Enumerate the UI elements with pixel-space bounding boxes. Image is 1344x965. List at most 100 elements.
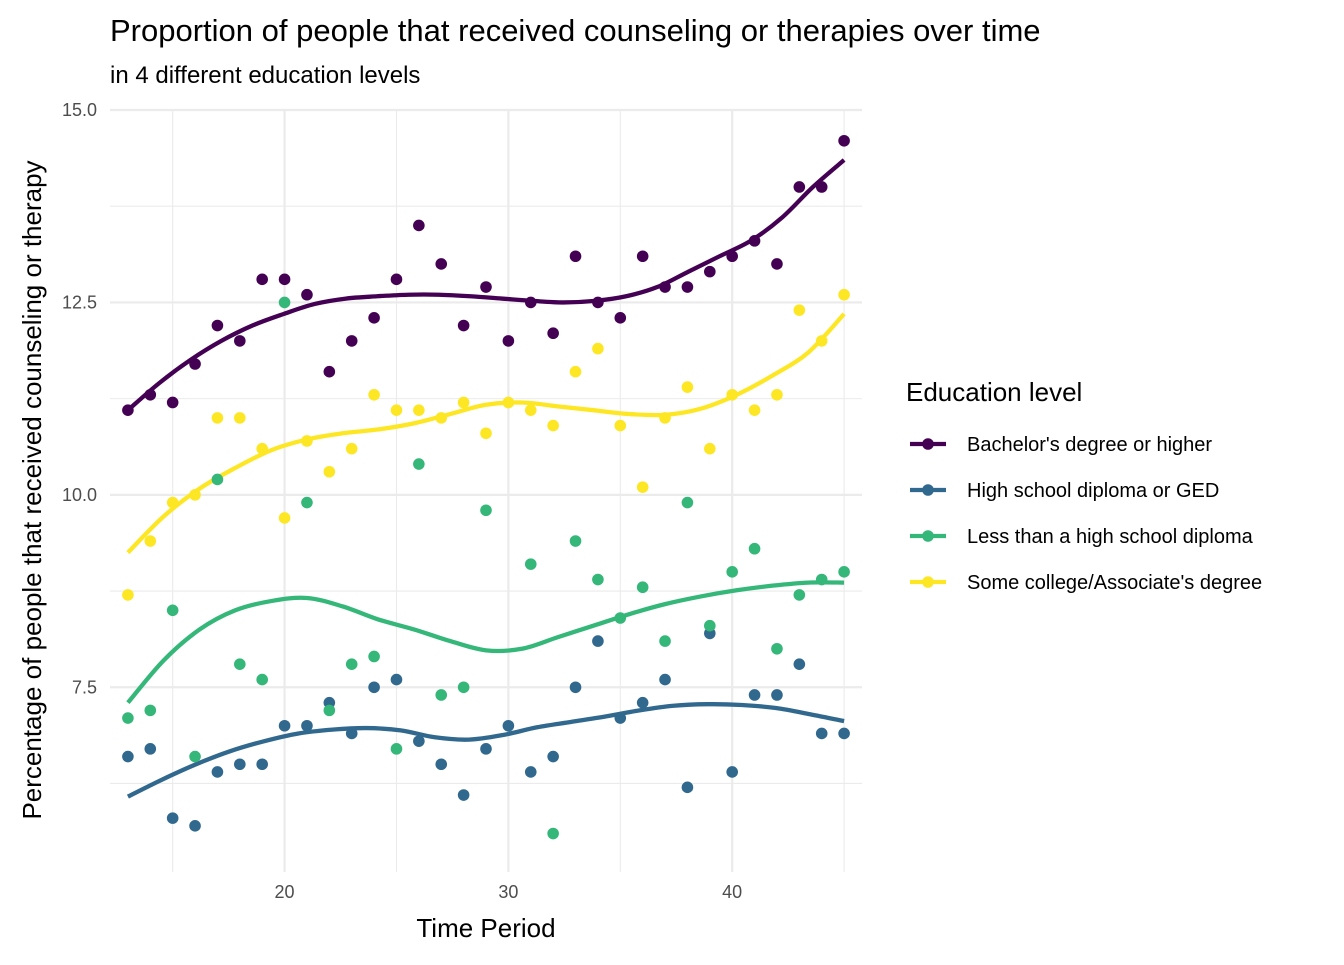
data-point-series-2 bbox=[345, 658, 358, 670]
data-point-series-1 bbox=[614, 712, 627, 724]
data-point-series-2 bbox=[524, 558, 537, 570]
data-point-series-0 bbox=[748, 235, 761, 247]
data-point-series-3 bbox=[592, 342, 604, 355]
data-point-series-1 bbox=[480, 743, 492, 755]
data-point-series-0 bbox=[793, 181, 806, 193]
data-point-series-3 bbox=[368, 388, 380, 401]
data-point-series-2 bbox=[234, 658, 246, 670]
data-point-series-2 bbox=[636, 581, 649, 594]
data-point-series-1 bbox=[166, 812, 179, 824]
data-point-series-3 bbox=[166, 496, 179, 509]
data-point-series-0 bbox=[211, 319, 224, 332]
data-point-series-1 bbox=[301, 719, 313, 732]
legend-label: Less than a high school diploma bbox=[967, 526, 1254, 548]
data-point-series-1 bbox=[547, 750, 559, 763]
legend-key-point bbox=[922, 530, 934, 542]
data-point-series-0 bbox=[256, 273, 268, 286]
data-point-series-0 bbox=[323, 365, 336, 378]
data-point-series-0 bbox=[301, 288, 313, 301]
chart-title: Proportion of people that received couns… bbox=[110, 13, 1041, 48]
x-tick-label: 30 bbox=[498, 882, 518, 902]
data-point-series-3 bbox=[390, 404, 403, 416]
data-point-series-0 bbox=[502, 335, 515, 347]
data-point-series-3 bbox=[748, 404, 761, 416]
data-point-series-1 bbox=[838, 727, 850, 740]
data-point-series-1 bbox=[435, 758, 448, 771]
data-point-series-3 bbox=[256, 442, 268, 455]
data-point-series-2 bbox=[815, 573, 828, 586]
data-point-series-1 bbox=[234, 758, 246, 771]
data-point-series-0 bbox=[838, 134, 850, 147]
data-point-series-1 bbox=[636, 696, 649, 709]
data-point-series-2 bbox=[748, 542, 761, 555]
data-point-series-2 bbox=[211, 473, 224, 486]
data-point-series-1 bbox=[659, 673, 671, 686]
data-point-series-3 bbox=[323, 465, 336, 478]
data-point-series-0 bbox=[166, 396, 179, 409]
data-point-series-3 bbox=[457, 396, 470, 409]
data-point-series-1 bbox=[815, 727, 828, 740]
data-point-series-1 bbox=[278, 719, 291, 732]
trend-line-series-2 bbox=[126, 580, 845, 705]
data-point-series-0 bbox=[726, 250, 738, 263]
data-point-series-3 bbox=[614, 419, 627, 432]
data-point-series-0 bbox=[345, 335, 358, 347]
data-point-series-2 bbox=[390, 743, 403, 755]
data-point-series-3 bbox=[838, 288, 850, 301]
data-point-series-3 bbox=[144, 535, 157, 547]
data-point-series-3 bbox=[726, 388, 738, 401]
data-point-series-2 bbox=[323, 704, 336, 717]
data-point-series-2 bbox=[166, 604, 179, 617]
data-point-series-0 bbox=[122, 404, 134, 416]
data-point-series-2 bbox=[547, 827, 559, 840]
trend-line-series-0 bbox=[126, 158, 846, 412]
data-point-series-2 bbox=[569, 535, 582, 547]
data-point-series-0 bbox=[480, 281, 492, 293]
data-point-series-2 bbox=[256, 673, 268, 686]
data-point-series-3 bbox=[793, 304, 806, 316]
data-point-series-2 bbox=[144, 704, 157, 717]
data-point-series-2 bbox=[726, 566, 738, 578]
data-point-series-0 bbox=[524, 296, 537, 309]
legend-key-point bbox=[922, 438, 934, 450]
data-point-series-0 bbox=[368, 312, 380, 324]
x-tick-label: 40 bbox=[722, 882, 742, 902]
data-point-series-2 bbox=[189, 750, 201, 763]
trend-line-series-3 bbox=[126, 312, 846, 555]
legend: Education level Bachelor's degree or hig… bbox=[906, 377, 1262, 594]
data-point-series-3 bbox=[211, 412, 224, 424]
data-point-series-2 bbox=[614, 612, 627, 624]
data-point-series-0 bbox=[547, 327, 559, 340]
legend-key-point bbox=[922, 484, 934, 496]
data-point-series-0 bbox=[413, 219, 425, 232]
data-point-series-1 bbox=[726, 766, 738, 778]
data-point-series-0 bbox=[390, 273, 403, 286]
data-point-series-0 bbox=[457, 319, 470, 332]
data-point-series-3 bbox=[278, 512, 291, 524]
data-point-series-2 bbox=[301, 496, 313, 509]
data-point-series-3 bbox=[122, 589, 134, 601]
data-point-series-3 bbox=[524, 404, 537, 416]
data-point-series-1 bbox=[368, 681, 380, 694]
data-point-series-2 bbox=[122, 712, 134, 724]
data-point-series-3 bbox=[345, 442, 358, 455]
data-point-series-0 bbox=[771, 258, 783, 270]
data-point-series-0 bbox=[592, 296, 604, 309]
data-point-series-2 bbox=[435, 689, 448, 701]
y-tick-label: 10.0 bbox=[62, 485, 97, 505]
data-point-series-2 bbox=[278, 296, 291, 309]
trend-line-series-1 bbox=[126, 702, 845, 799]
data-point-series-0 bbox=[189, 358, 201, 370]
data-point-series-3 bbox=[636, 481, 649, 493]
data-point-series-0 bbox=[704, 265, 716, 278]
legend-label: Some college/Associate's degree bbox=[967, 572, 1262, 594]
data-point-series-2 bbox=[413, 458, 425, 470]
data-point-series-3 bbox=[435, 412, 448, 424]
data-point-series-2 bbox=[793, 589, 806, 601]
data-point-series-1 bbox=[771, 689, 783, 701]
data-point-series-0 bbox=[278, 273, 291, 286]
data-point-series-3 bbox=[569, 365, 582, 378]
data-point-series-1 bbox=[189, 820, 201, 832]
data-point-series-3 bbox=[681, 381, 694, 393]
axis-ticks: 20 30 40 7.5 10.0 12.5 15.0 bbox=[62, 100, 742, 902]
